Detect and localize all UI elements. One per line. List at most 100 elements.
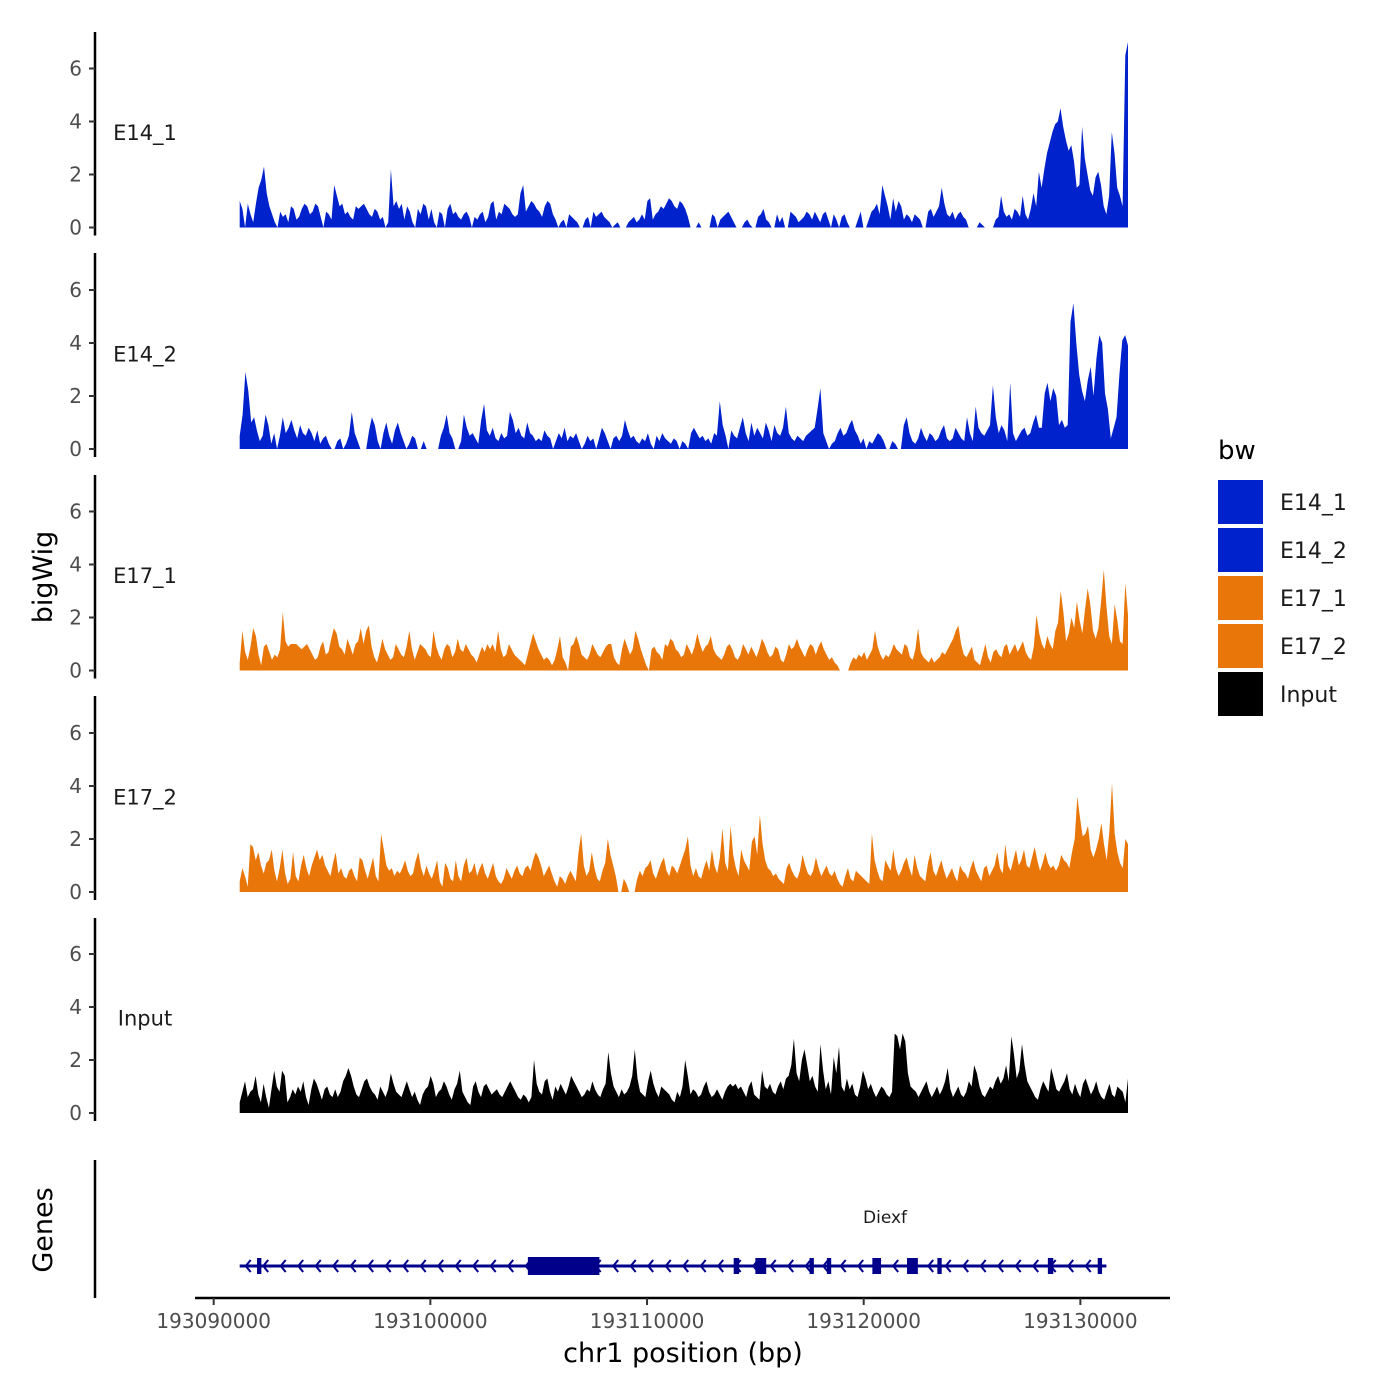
y-tick-label-E17_1: 0 xyxy=(69,659,82,683)
strand-chevron xyxy=(436,1259,444,1273)
y-tick-label-E14_2: 0 xyxy=(69,437,82,461)
strand-chevron xyxy=(1066,1259,1074,1273)
strand-chevron xyxy=(1031,1259,1039,1273)
strand-chevron xyxy=(454,1259,462,1273)
legend: bw E14_1 E14_2 E17_1 E17_2 Input xyxy=(1218,436,1347,716)
strand-chevron xyxy=(314,1259,322,1273)
exon xyxy=(809,1258,814,1274)
strand-chevron xyxy=(366,1259,374,1273)
exon xyxy=(527,1257,600,1275)
legend-label-E14_2: E14_2 xyxy=(1280,539,1347,564)
strand-chevron xyxy=(331,1259,339,1273)
strand-chevron xyxy=(646,1259,654,1273)
track-E14_2: 0 2 4 6 E14_2 xyxy=(69,253,1128,461)
y-tick-label-E17_1: 4 xyxy=(69,553,82,577)
strand-chevron xyxy=(611,1259,619,1273)
y-tick-label-E14_1: 0 xyxy=(69,216,82,240)
x-axis: 193090000 193100000 193110000 193120000 1931… xyxy=(156,1296,1170,1333)
strand-chevron xyxy=(856,1259,864,1273)
y-tick-label-E17_1: 6 xyxy=(69,500,82,524)
y-tick-label-Input: 4 xyxy=(69,995,82,1019)
y-tick-label-E14_2: 2 xyxy=(69,384,82,408)
exon xyxy=(937,1258,942,1274)
track-E17_2: 0 2 4 6 E17_2 xyxy=(69,696,1128,904)
exon xyxy=(907,1258,918,1274)
strand-chevron xyxy=(1084,1259,1092,1273)
x-tick-label: 193100000 xyxy=(373,1309,488,1333)
strand-chevron xyxy=(926,1259,934,1273)
y-tick-label-Input: 2 xyxy=(69,1048,82,1072)
track-label-E14_1: E14_1 xyxy=(113,121,177,146)
y-tick-label-Input: 6 xyxy=(69,942,82,966)
strand-chevron xyxy=(804,1259,812,1273)
strand-chevron xyxy=(996,1259,1004,1273)
strand-chevron xyxy=(489,1259,497,1273)
strand-chevron xyxy=(384,1259,392,1273)
y-tick-label-E17_2: 6 xyxy=(69,721,82,745)
area-E17_1 xyxy=(239,569,1128,671)
strand-chevron xyxy=(629,1259,637,1273)
x-axis-title: chr1 position (bp) xyxy=(563,1338,803,1369)
y-tick-label-E14_1: 4 xyxy=(69,110,82,134)
legend-label-E17_2: E17_2 xyxy=(1280,635,1347,660)
track-label-Input: Input xyxy=(118,1006,172,1030)
exon xyxy=(1097,1258,1103,1274)
y-tick-label-Input: 0 xyxy=(69,1101,82,1125)
strand-chevron xyxy=(664,1259,672,1273)
strand-chevron xyxy=(769,1259,777,1273)
legend-key-Input xyxy=(1218,672,1263,716)
strand-chevron xyxy=(279,1259,287,1273)
bigwig-tracks: 0 2 4 6 E14_1 0 2 4 6 E14_2 0 2 4 6 E17_1 0 2 4 6 E17_2 0 2 4 6… xyxy=(69,32,1128,1125)
legend-key-E17_1 xyxy=(1218,576,1263,620)
y-tick-label-E14_2: 6 xyxy=(69,278,82,302)
exon xyxy=(826,1258,832,1274)
strand-chevron xyxy=(891,1259,899,1273)
x-tick-label: 193110000 xyxy=(590,1309,705,1333)
y-tick-label-E17_2: 4 xyxy=(69,774,82,798)
genes-track-title: Genes xyxy=(28,1187,59,1272)
y-tick-label-E17_1: 2 xyxy=(69,606,82,630)
strand-chevron xyxy=(681,1259,689,1273)
strand-chevron xyxy=(961,1259,969,1273)
genes-track: Diexf xyxy=(93,1160,1107,1298)
strand-chevron xyxy=(244,1259,252,1273)
area-Input xyxy=(239,1033,1128,1113)
legend-label-E14_1: E14_1 xyxy=(1280,491,1347,516)
strand-chevron xyxy=(699,1259,707,1273)
strand-chevron xyxy=(419,1259,427,1273)
strand-chevron xyxy=(821,1259,829,1273)
y-axis-title: bigWig xyxy=(28,531,59,624)
legend-key-E14_1 xyxy=(1218,480,1263,524)
strand-chevron xyxy=(401,1259,409,1273)
strand-chevron xyxy=(261,1259,269,1273)
strand-chevron xyxy=(471,1259,479,1273)
x-tick-label: 193090000 xyxy=(156,1309,271,1333)
y-tick-label-E17_2: 2 xyxy=(69,827,82,851)
x-tick-label: 193120000 xyxy=(806,1309,921,1333)
exon xyxy=(257,1258,262,1274)
exon xyxy=(1047,1258,1054,1274)
area-E17_2 xyxy=(239,783,1128,892)
track-E14_1: 0 2 4 6 E14_1 xyxy=(69,32,1128,240)
strand-chevron xyxy=(506,1259,514,1273)
y-tick-label-E14_2: 4 xyxy=(69,331,82,355)
legend-key-E14_2 xyxy=(1218,528,1263,572)
strand-chevron xyxy=(839,1259,847,1273)
track-label-E17_2: E17_2 xyxy=(113,785,177,810)
area-E14_2 xyxy=(239,303,1128,449)
strand-chevron xyxy=(349,1259,357,1273)
exon xyxy=(733,1258,740,1274)
x-tick-label: 193130000 xyxy=(1023,1309,1138,1333)
strand-chevron xyxy=(716,1259,724,1273)
legend-label-E17_1: E17_1 xyxy=(1280,587,1347,612)
legend-label-Input: Input xyxy=(1280,683,1337,708)
gene-name-label: Diexf xyxy=(863,1208,908,1228)
strand-chevron xyxy=(296,1259,304,1273)
exon xyxy=(872,1258,882,1274)
exon xyxy=(755,1258,767,1274)
legend-title: bw xyxy=(1218,436,1256,466)
legend-key-E17_2 xyxy=(1218,624,1263,668)
track-label-E14_2: E14_2 xyxy=(113,342,177,367)
track-label-E17_1: E17_1 xyxy=(113,564,177,589)
